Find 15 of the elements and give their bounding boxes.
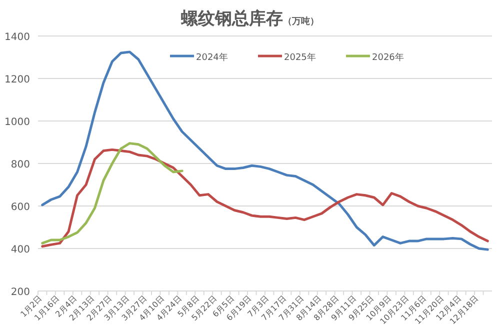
legend-label: 2026年 xyxy=(372,52,404,63)
legend-label: 2024年 xyxy=(196,52,228,63)
chart-subtitle: （万吨） xyxy=(283,16,319,27)
y-tick-label: 600 xyxy=(10,202,30,213)
y-tick-label: 800 xyxy=(10,160,30,170)
line-series xyxy=(41,148,489,248)
y-tick-label: 1000 xyxy=(4,117,30,128)
y-tick-label: 1400 xyxy=(4,32,30,43)
y-tick-label: 1200 xyxy=(4,74,30,86)
legend-label: 2025年 xyxy=(284,52,316,63)
chart-title: 螺纹钢总库存 xyxy=(180,9,283,29)
y-tick-label: 200 xyxy=(10,287,30,298)
line-series xyxy=(41,142,184,244)
y-tick-label: 400 xyxy=(10,244,30,256)
line-series xyxy=(41,50,489,251)
